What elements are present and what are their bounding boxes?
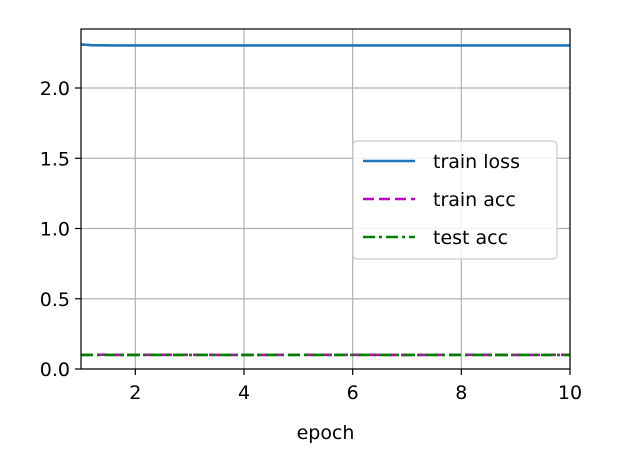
legend-label: test acc: [433, 227, 508, 249]
y-tick-label: 2.0: [40, 78, 70, 100]
y-tick-label: 1.0: [40, 219, 70, 241]
x-axis-label: epoch: [297, 422, 355, 444]
legend-label: train acc: [433, 189, 516, 211]
x-tick-label: 8: [455, 382, 467, 404]
legend: train loss train acc test acc: [352, 140, 558, 260]
legend-box: [352, 140, 558, 260]
x-axis-ticks: 2 4 6 8 10: [129, 369, 582, 404]
y-tick-label: 1.5: [40, 148, 70, 170]
x-tick-label: 2: [129, 382, 141, 404]
y-tick-label: 0.5: [40, 289, 70, 311]
plot-frame: [80, 28, 571, 370]
legend-label: train loss: [433, 151, 520, 173]
y-tick-label: 0.0: [40, 359, 70, 381]
x-tick-label: 10: [558, 382, 582, 404]
series-line-train-loss: [80, 43, 570, 47]
x-tick-label: 6: [347, 382, 359, 404]
y-axis-ticks: 0.0 0.5 1.0 1.5 2.0: [40, 78, 81, 381]
plot-series: [80, 43, 571, 357]
x-tick-label: 4: [238, 382, 250, 404]
